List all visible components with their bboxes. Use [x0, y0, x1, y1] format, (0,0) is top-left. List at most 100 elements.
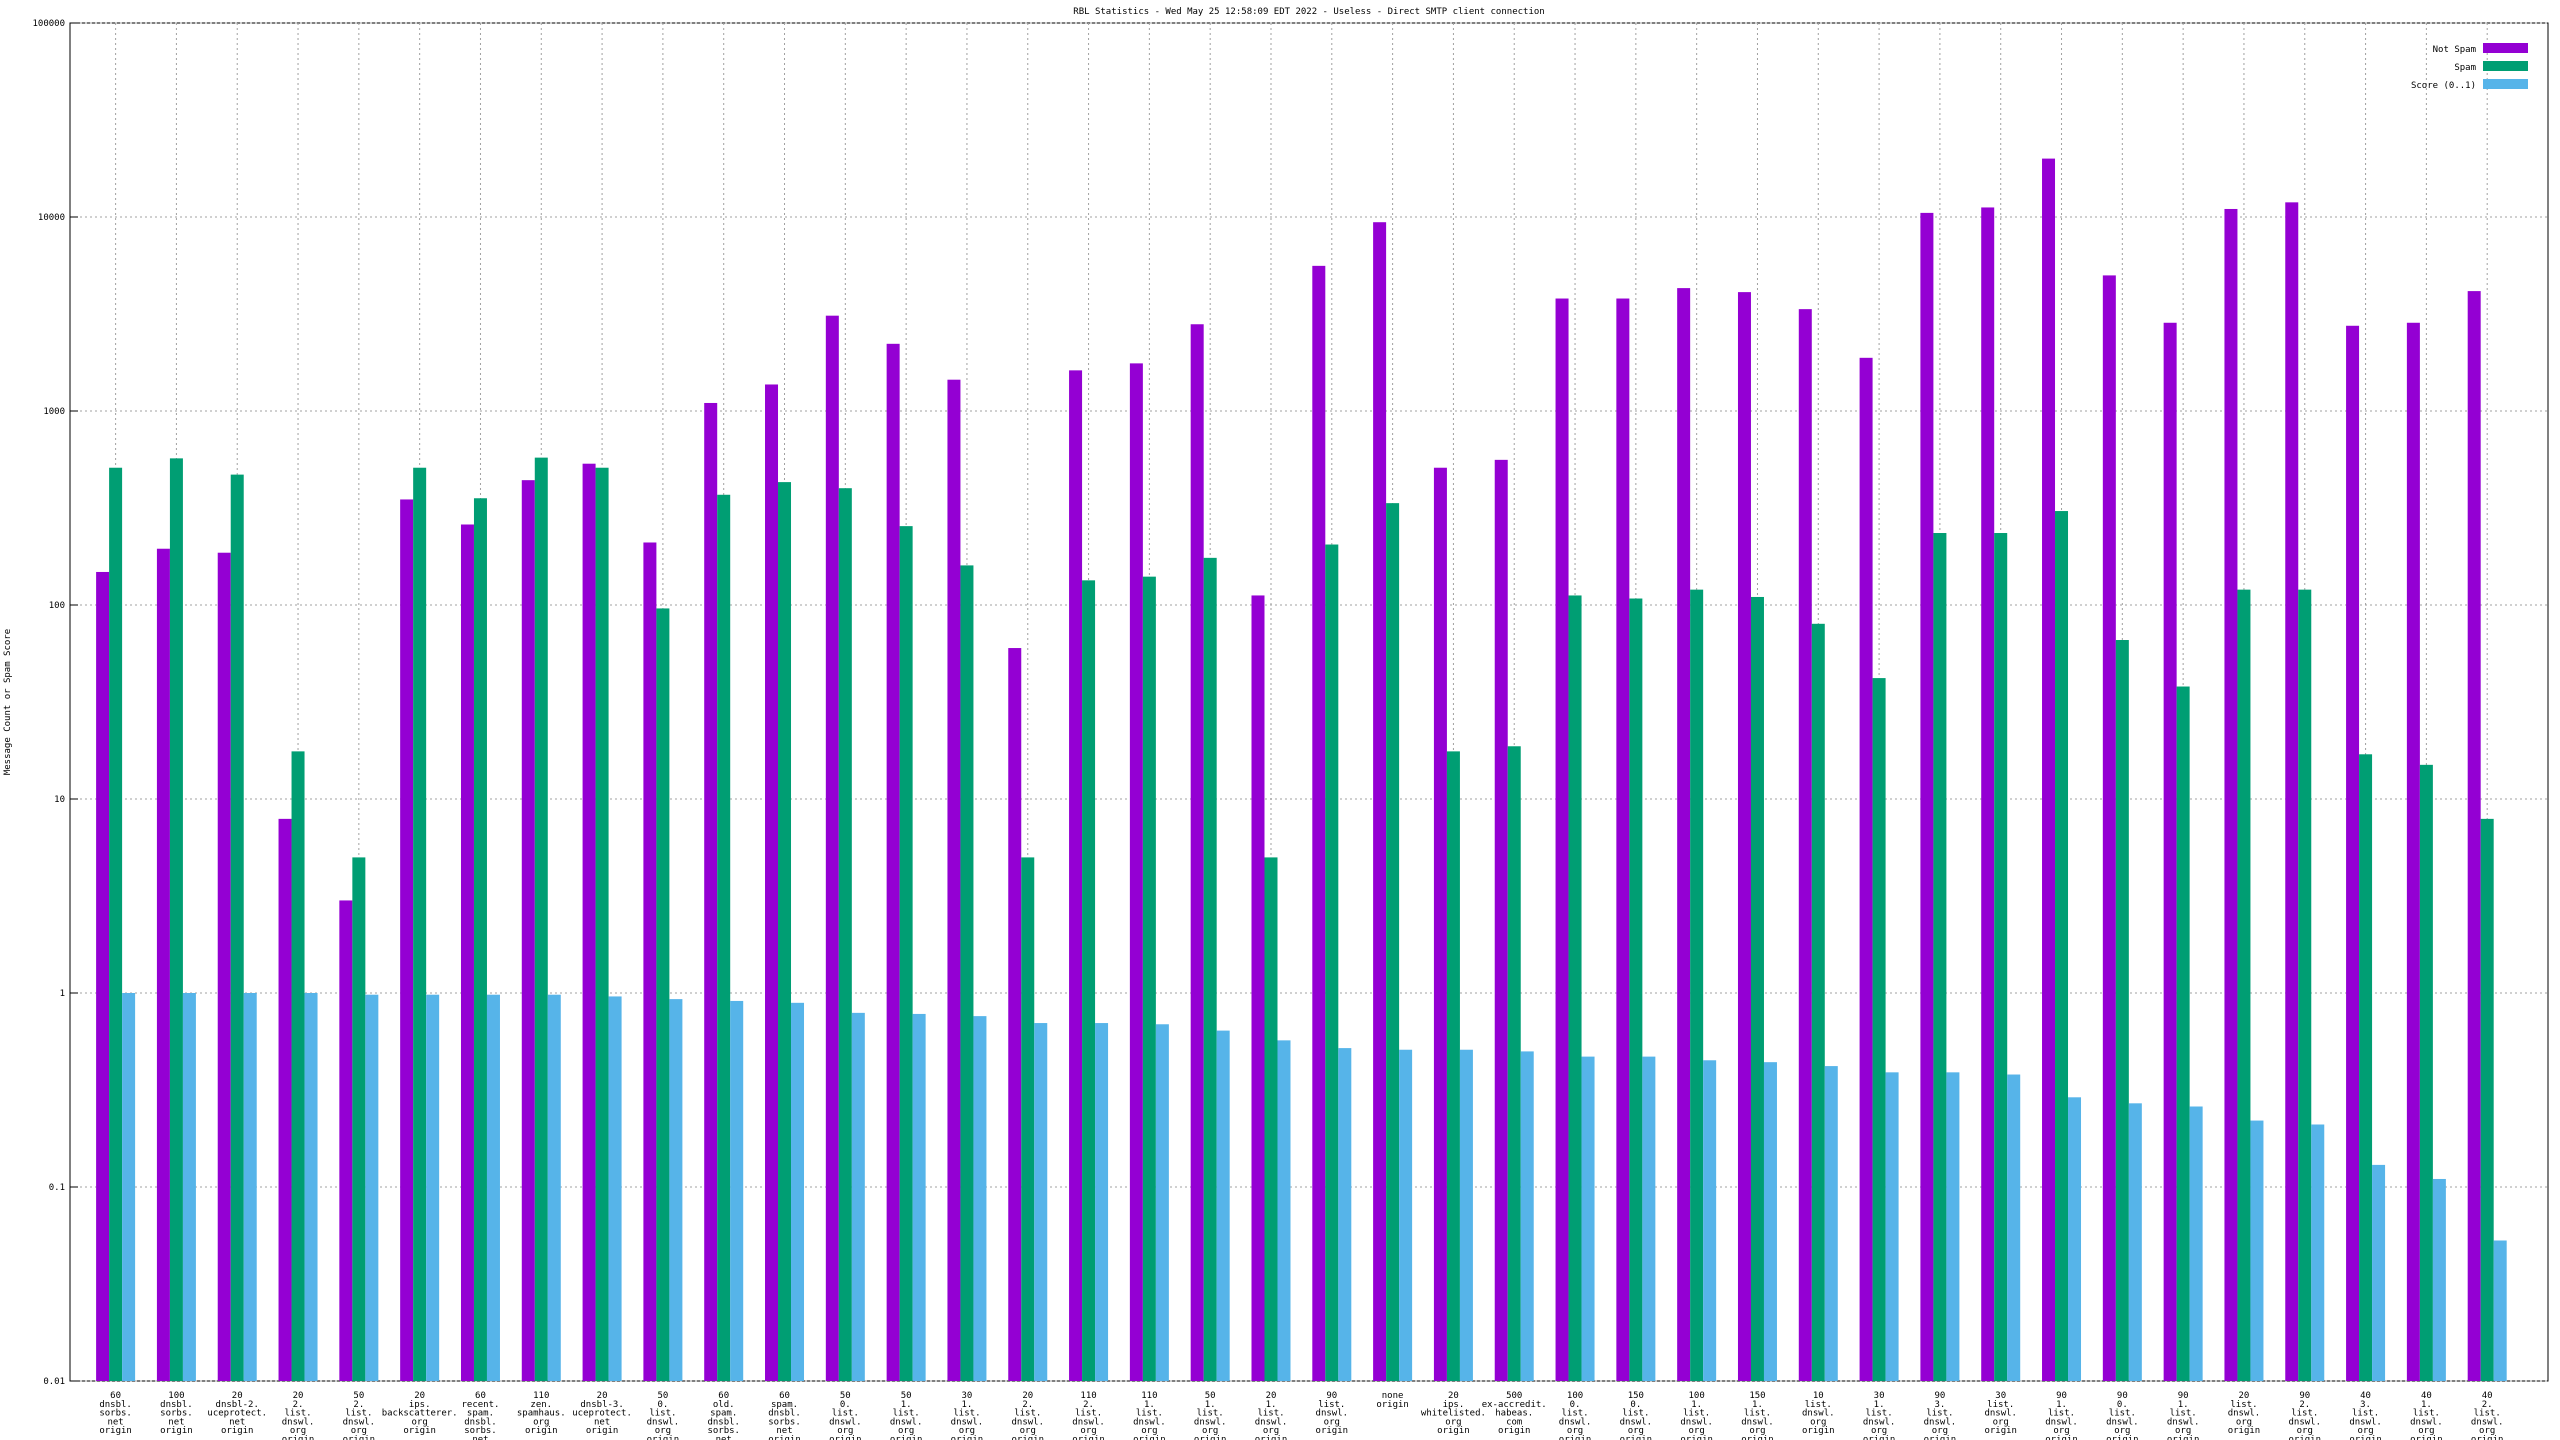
- y-axis-label: Message Count or Spam Score: [3, 629, 13, 775]
- x-tick-label: origin: [1011, 1435, 1044, 1440]
- x-tick-label: origin: [99, 1426, 132, 1436]
- x-tick-label: spam.: [771, 1400, 798, 1410]
- x-tick-label: 50: [657, 1391, 668, 1401]
- x-tick-label: 100: [1689, 1391, 1705, 1401]
- x-tick-label: org: [2479, 1426, 2495, 1436]
- x-tick-label: origin: [1133, 1435, 1166, 1440]
- x-tick-label: 110: [1141, 1391, 1157, 1401]
- bar: [2237, 589, 2251, 1381]
- x-tick-label: 0.: [2117, 1400, 2128, 1410]
- bar: [912, 1013, 926, 1381]
- x-tick-label: 90: [2299, 1391, 2310, 1401]
- x-tick-label: 150: [1749, 1391, 1765, 1401]
- bar: [1798, 309, 1812, 1381]
- bar: [304, 993, 318, 1381]
- bar: [2311, 1124, 2325, 1381]
- bar: [278, 818, 292, 1381]
- x-tick-label: 500: [1506, 1391, 1522, 1401]
- x-tick-label: list.: [832, 1409, 859, 1419]
- x-tick-label: dnswl.: [1680, 1417, 1713, 1427]
- x-tick-label: origin: [525, 1426, 558, 1436]
- x-tick-label: org: [1141, 1426, 1157, 1436]
- x-tick-label: whitelisted.: [1421, 1409, 1486, 1419]
- x-tick-label: origin: [1924, 1435, 1957, 1440]
- x-tick-label: org: [1689, 1426, 1705, 1436]
- x-tick-label: 50: [840, 1391, 851, 1401]
- x-tick-label: dnsbl.: [707, 1417, 740, 1427]
- x-tick-label: origin: [1072, 1435, 1105, 1440]
- x-tick-label: dnswl.: [1255, 1417, 1288, 1427]
- bar: [1034, 1023, 1048, 1381]
- bar: [595, 467, 609, 1381]
- bar: [2346, 325, 2360, 1381]
- x-tick-label: 90: [2117, 1391, 2128, 1401]
- x-tick-label: 20: [597, 1391, 608, 1401]
- bar: [2189, 1106, 2203, 1381]
- x-tick-label: list.: [893, 1409, 920, 1419]
- x-tick-label: org: [1080, 1426, 1096, 1436]
- x-tick-label: origin: [1498, 1426, 1531, 1436]
- x-tick-label: org: [1202, 1426, 1218, 1436]
- x-tick-label: 60: [718, 1391, 729, 1401]
- x-tick-label: net: [716, 1435, 732, 1440]
- x-tick-label: 60: [779, 1391, 790, 1401]
- bar: [2007, 1074, 2021, 1381]
- legend-swatch: [2483, 61, 2528, 71]
- x-tick-label: dnswl.: [1620, 1417, 1653, 1427]
- bar: [1629, 598, 1643, 1381]
- x-tick-label: 20: [293, 1391, 304, 1401]
- x-tick-label: 20: [232, 1391, 243, 1401]
- bar: [426, 994, 440, 1381]
- bar: [1520, 1051, 1534, 1381]
- legend-swatch: [2483, 79, 2528, 89]
- x-tick-label: dnswl.: [2289, 1417, 2322, 1427]
- x-tick-label: 20: [1266, 1391, 1277, 1401]
- x-tick-label: list.: [1136, 1409, 1163, 1419]
- bar: [400, 499, 414, 1381]
- x-tick-label: 30: [1995, 1391, 2006, 1401]
- x-tick-label: origin: [2410, 1435, 2443, 1440]
- x-tick-label: sorbs.: [99, 1409, 132, 1419]
- x-tick-label: org: [1810, 1417, 1826, 1427]
- x-tick-label: origin: [1437, 1426, 1470, 1436]
- x-tick-label: org: [1567, 1426, 1583, 1436]
- x-tick-label: dnswl.: [1194, 1417, 1227, 1427]
- bar: [825, 315, 839, 1382]
- x-tick-label: dnsbl-3.: [580, 1400, 623, 1410]
- y-tick-label: 10000: [38, 213, 65, 223]
- x-tick-label: origin: [890, 1435, 923, 1440]
- x-tick-label: list.: [1866, 1409, 1893, 1419]
- x-tick-label: spam.: [467, 1409, 494, 1419]
- legend-label: Not Spam: [2433, 45, 2476, 55]
- x-tick-label: org: [2114, 1426, 2130, 1436]
- y-tick-label: 0.01: [43, 1377, 65, 1387]
- bar: [1203, 557, 1217, 1381]
- bar: [1277, 1040, 1291, 1381]
- bar: [2102, 275, 2116, 1382]
- bar: [2359, 754, 2373, 1381]
- x-tick-label: dnsbl-2.: [216, 1400, 259, 1410]
- bar: [230, 474, 244, 1381]
- x-tick-label: org: [2418, 1426, 2434, 1436]
- bar: [608, 996, 622, 1381]
- bar: [2432, 1178, 2446, 1381]
- x-tick-label: dnswl.: [890, 1417, 923, 1427]
- bar: [2068, 1097, 2082, 1381]
- bar: [1251, 595, 1265, 1381]
- bar: [534, 457, 548, 1381]
- x-tick-label: origin: [1559, 1435, 1592, 1440]
- bar: [1312, 265, 1326, 1381]
- x-tick-label: dnswl.: [2045, 1417, 2078, 1427]
- x-tick-label: dnswl.: [343, 1417, 376, 1427]
- bar: [1008, 648, 1022, 1381]
- x-tick-label: list.: [2230, 1400, 2257, 1410]
- bar: [1920, 212, 1934, 1381]
- bar: [704, 402, 718, 1381]
- x-tick-label: origin: [586, 1426, 619, 1436]
- x-tick-label: list.: [2291, 1409, 2318, 1419]
- x-tick-label: dnswl.: [1741, 1417, 1774, 1427]
- x-tick-label: dnswl.: [1924, 1417, 1957, 1427]
- x-tick-label: 2.: [353, 1400, 364, 1410]
- x-tick-label: list.: [1197, 1409, 1224, 1419]
- x-tick-label: org: [837, 1426, 853, 1436]
